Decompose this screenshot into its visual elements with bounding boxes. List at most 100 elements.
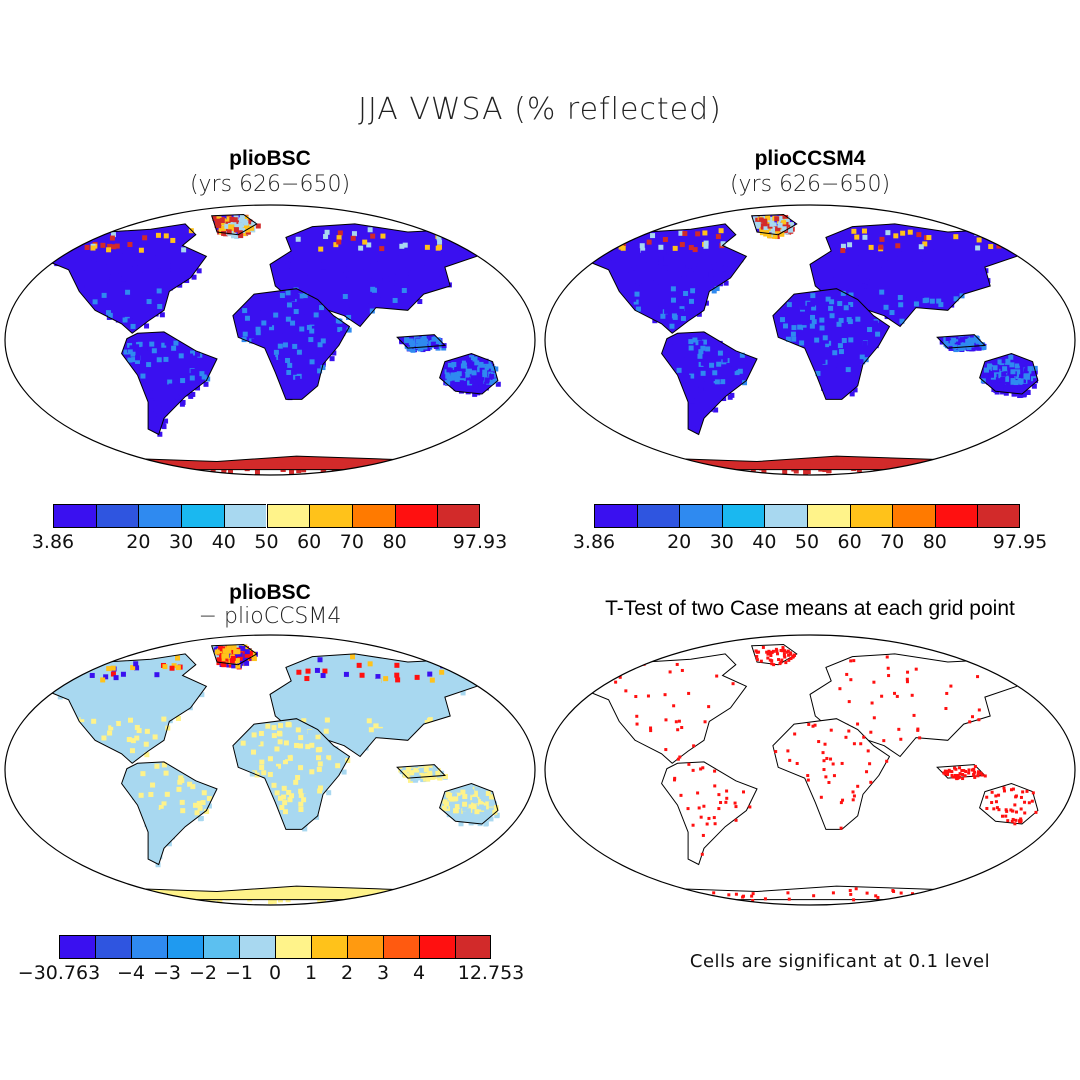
grid-cell: [635, 714, 639, 718]
grid-cell: [110, 665, 116, 671]
grid-cell: [170, 398, 176, 404]
grid-cell: [302, 261, 308, 267]
grid-cell: [193, 802, 199, 808]
grid-cell: [969, 342, 975, 348]
grid-cell: [914, 667, 918, 671]
grid-cell: [819, 317, 825, 323]
grid-cell: [841, 337, 847, 343]
grid-cell: [340, 330, 346, 336]
grid-cell: [435, 770, 441, 776]
grid-cell: [810, 293, 816, 299]
grid-cell: [680, 262, 686, 268]
grid-cell: [956, 776, 960, 780]
grid-cell: [320, 264, 326, 270]
grid-cell: [490, 806, 496, 812]
grid-cell: [755, 221, 761, 227]
grid-cell: [792, 654, 796, 658]
grid-cell: [244, 660, 250, 666]
grid-cell: [680, 726, 684, 730]
grid-cell: [338, 462, 344, 468]
grid-cell: [204, 808, 210, 814]
grid-cell: [898, 302, 904, 308]
grid-cell: [75, 700, 81, 706]
grid-cell: [711, 288, 717, 294]
grid-cell: [109, 685, 115, 691]
grid-cell: [703, 720, 707, 724]
grid-cell: [434, 276, 440, 282]
grid-cell: [248, 894, 254, 900]
grid-cell: [366, 718, 372, 724]
grid-cell: [163, 418, 169, 424]
grid-cell: [301, 718, 307, 724]
grid-cell: [881, 461, 887, 467]
grid-cell: [755, 654, 759, 658]
grid-cell: [320, 365, 326, 371]
grid-cell: [469, 362, 475, 368]
grid-cell: [244, 649, 250, 655]
grid-cell: [372, 732, 378, 738]
grid-cell: [291, 331, 297, 337]
grid-cell: [788, 227, 794, 233]
grid-cell: [666, 251, 672, 257]
grid-cell: [689, 398, 695, 404]
grid-cell: [151, 693, 157, 699]
grid-cell: [1001, 893, 1005, 897]
grid-cell: [326, 755, 332, 761]
grid-cell: [847, 298, 853, 304]
grid-cell: [150, 392, 156, 398]
grid-cell: [160, 795, 166, 801]
grid-cell: [688, 268, 694, 274]
grid-cell: [233, 649, 239, 655]
grid-cell: [820, 343, 826, 349]
grid-cell: [415, 338, 421, 344]
grid-cell: [848, 368, 854, 374]
grid-cell: [867, 327, 873, 333]
grid-cell: [188, 353, 194, 359]
grid-cell: [670, 297, 676, 303]
grid-cell: [743, 464, 749, 470]
grid-cell: [859, 354, 865, 360]
grid-cell: [402, 242, 408, 248]
grid-cell: [958, 766, 962, 770]
grid-cell: [136, 728, 142, 734]
grid-cell: [879, 289, 885, 295]
grid-cell: [94, 684, 100, 690]
grid-cell: [482, 369, 488, 375]
grid-cell: [905, 677, 909, 681]
grid-cell: [471, 387, 477, 393]
grid-cell: [829, 313, 835, 319]
grid-cell: [1003, 390, 1009, 396]
grid-cell: [247, 219, 253, 225]
grid-cell: [680, 668, 684, 672]
grid-cell: [475, 376, 481, 382]
grid-cell: [1011, 817, 1015, 821]
grid-cell: [115, 317, 121, 323]
grid-cell: [780, 658, 784, 662]
grid-cell: [322, 668, 328, 674]
grid-cell: [715, 387, 721, 393]
grid-cell: [343, 671, 349, 677]
grid-cell: [641, 302, 647, 308]
grid-cell: [882, 739, 886, 743]
grid-cell: [143, 741, 149, 747]
grid-cell: [714, 379, 720, 385]
grid-cell: [356, 460, 362, 466]
grid-cell: [295, 775, 301, 781]
grid-cell: [829, 728, 833, 732]
grid-cell: [189, 375, 195, 381]
grid-cell: [1013, 822, 1017, 826]
grid-cell: [492, 801, 498, 807]
grid-cell: [165, 833, 171, 839]
grid-cell: [862, 234, 868, 240]
grid-cell: [1025, 389, 1031, 395]
grid-cell: [273, 349, 279, 355]
grid-cell: [317, 898, 323, 904]
grid-cell: [957, 340, 963, 346]
colorbar-swatch: [275, 935, 311, 959]
grid-cell: [812, 894, 816, 898]
grid-cell: [317, 788, 323, 794]
grid-cell: [333, 242, 339, 248]
grid-cell: [849, 892, 853, 896]
grid-cell: [997, 808, 1001, 812]
grid-cell: [472, 391, 478, 397]
